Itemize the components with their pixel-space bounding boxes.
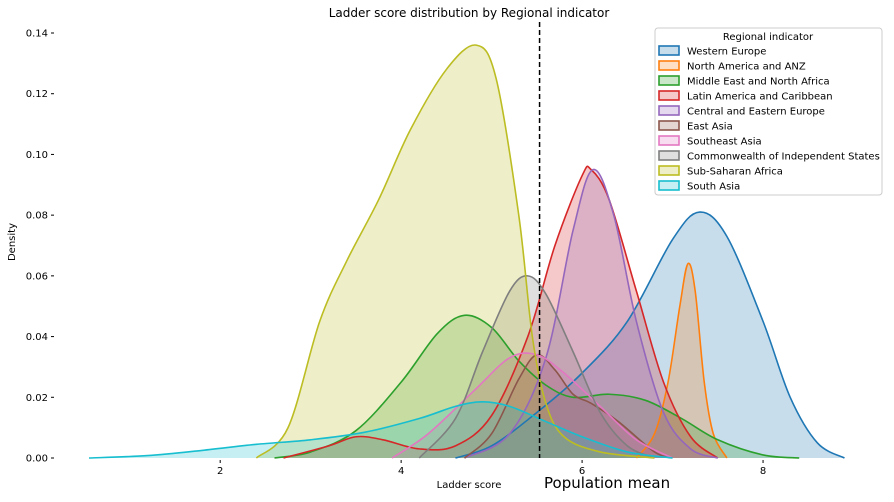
legend-swatch-sub-saharan-africa (658, 165, 680, 176)
x-tick-label: 2 (217, 466, 223, 477)
y-tick-label: 0.00 (26, 454, 48, 465)
legend-swatch-north-america-and-anz (658, 60, 680, 71)
line-south-asia (88, 401, 673, 459)
area-western-europe (455, 212, 845, 458)
legend-label-north-america-and-anz: North America and ANZ (687, 62, 806, 73)
line-commonwealth-of-independent-states (418, 275, 655, 459)
legend-label-south-asia: South Asia (687, 182, 740, 193)
legend-label-central-and-eastern-europe: Central and Eastern Europe (687, 107, 825, 118)
legend-frame (654, 27, 883, 196)
area-latin-america-and-caribbean (283, 166, 718, 458)
y-axis-label: Density (7, 223, 18, 261)
y-tick-label: 0.02 (26, 393, 48, 404)
y-tick-label: 0.04 (26, 332, 48, 343)
legend-title: Regional indicator (723, 32, 814, 43)
legend-swatch-commonwealth-of-independent-states (658, 150, 680, 161)
line-central-and-eastern-europe (464, 168, 719, 459)
y-axis: 0.00 0.02 0.04 0.06 0.08 0.10 0.12 0.14 (26, 29, 54, 465)
line-southeast-asia (391, 352, 673, 459)
legend-label-sub-saharan-africa: Sub-Saharan Africa (687, 167, 783, 178)
x-tick-label: 6 (579, 466, 585, 477)
area-east-asia (464, 354, 673, 458)
line-north-america-and-anz (635, 262, 728, 459)
area-south-asia (89, 401, 673, 458)
legend-swatch-east-asia (658, 120, 680, 131)
legend-label-latin-america-and-caribbean: Latin America and Caribbean (687, 92, 833, 103)
line-sub-saharan-africa (255, 44, 655, 459)
legend-label-commonwealth-of-independent-states: Commonwealth of Independent States (687, 152, 880, 163)
population-mean-annotation: Population mean (544, 474, 670, 492)
legend-swatch-central-and-eastern-europe (658, 105, 680, 116)
area-central-and-eastern-europe (464, 169, 718, 458)
legend-label-southeast-asia: Southeast Asia (687, 137, 762, 148)
legend-swatch-western-europe (658, 45, 680, 56)
y-tick-label: 0.10 (26, 150, 48, 161)
series-lines (88, 44, 845, 459)
y-tick-label: 0.14 (26, 29, 48, 40)
line-western-europe (455, 211, 845, 459)
area-north-america-and-anz (636, 263, 727, 458)
legend: Regional indicator Western Europe North A… (654, 27, 883, 196)
legend-label-western-europe: Western Europe (687, 47, 766, 58)
legend-items: Western Europe North America and ANZ Middl… (658, 45, 880, 193)
legend-label-middle-east-and-north-africa: Middle East and North Africa (687, 77, 830, 88)
y-tick-label: 0.06 (26, 271, 48, 282)
area-southeast-asia (392, 353, 673, 458)
line-middle-east-and-north-africa (274, 314, 800, 459)
x-tick-label: 4 (398, 466, 404, 477)
line-latin-america-and-caribbean (283, 165, 719, 459)
y-tick-label: 0.12 (26, 89, 48, 100)
legend-swatch-latin-america-and-caribbean (658, 90, 680, 101)
y-tick-label: 0.08 (26, 211, 48, 222)
x-tick-label: 8 (760, 466, 766, 477)
legend-swatch-southeast-asia (658, 135, 680, 146)
area-sub-saharan-africa (256, 45, 655, 459)
chart-title: Ladder score distribution by Regional in… (329, 6, 610, 20)
line-east-asia (463, 353, 673, 459)
legend-swatch-middle-east-and-north-africa (658, 75, 680, 86)
x-axis-label: Ladder score (437, 480, 502, 491)
x-axis: 2 4 6 8 (217, 460, 766, 477)
legend-swatch-south-asia (658, 180, 680, 191)
legend-label-east-asia: East Asia (687, 122, 733, 133)
